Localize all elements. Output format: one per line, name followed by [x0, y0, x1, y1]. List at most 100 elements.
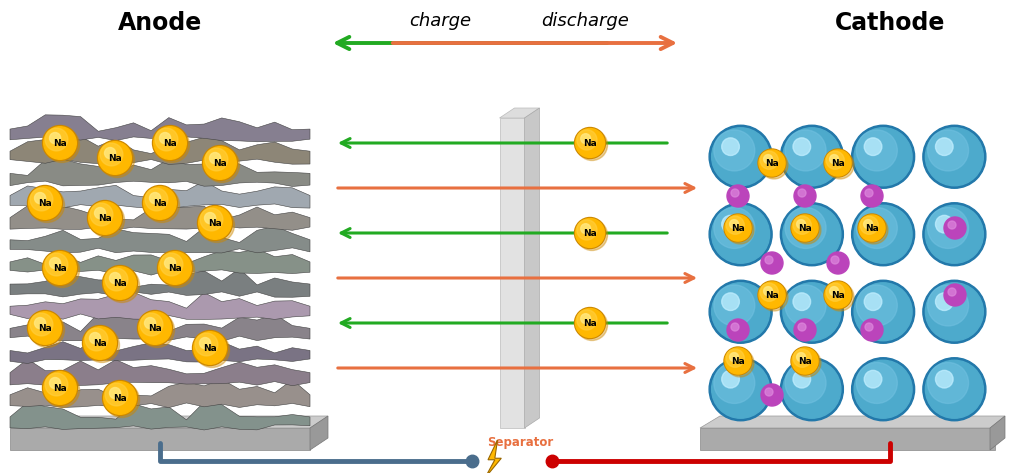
- Circle shape: [49, 377, 60, 389]
- Circle shape: [831, 256, 839, 264]
- Circle shape: [825, 282, 851, 308]
- Circle shape: [761, 384, 783, 406]
- Circle shape: [99, 142, 134, 177]
- Circle shape: [760, 151, 778, 169]
- Circle shape: [45, 128, 68, 151]
- Circle shape: [722, 215, 739, 233]
- Text: Na: Na: [53, 139, 67, 148]
- Circle shape: [577, 130, 607, 160]
- Circle shape: [861, 185, 883, 207]
- Circle shape: [198, 205, 232, 240]
- Polygon shape: [10, 379, 310, 408]
- Circle shape: [43, 370, 78, 405]
- Circle shape: [948, 221, 956, 229]
- Circle shape: [791, 214, 819, 242]
- FancyBboxPatch shape: [700, 428, 995, 450]
- Circle shape: [793, 370, 811, 388]
- Circle shape: [110, 387, 121, 399]
- Text: Na: Na: [731, 224, 744, 233]
- Polygon shape: [990, 416, 1005, 450]
- Circle shape: [574, 128, 605, 158]
- Circle shape: [731, 323, 739, 331]
- Polygon shape: [10, 115, 310, 142]
- Circle shape: [923, 358, 986, 421]
- Circle shape: [155, 128, 189, 163]
- Circle shape: [159, 252, 191, 284]
- Circle shape: [936, 215, 953, 233]
- Circle shape: [829, 155, 839, 164]
- Circle shape: [85, 328, 108, 351]
- Text: Na: Na: [53, 384, 67, 393]
- Circle shape: [153, 125, 187, 160]
- Text: Na: Na: [831, 290, 845, 299]
- Circle shape: [852, 280, 914, 343]
- Circle shape: [785, 130, 826, 171]
- Polygon shape: [10, 226, 310, 253]
- Polygon shape: [10, 206, 310, 230]
- Circle shape: [575, 129, 604, 158]
- Circle shape: [926, 360, 983, 418]
- Circle shape: [826, 151, 854, 179]
- Circle shape: [581, 224, 591, 234]
- Circle shape: [104, 383, 139, 418]
- Circle shape: [710, 280, 772, 343]
- Circle shape: [783, 205, 841, 263]
- Text: Na: Na: [208, 219, 222, 228]
- Circle shape: [764, 287, 772, 296]
- Text: Na: Na: [731, 357, 744, 366]
- Circle shape: [210, 152, 221, 164]
- Circle shape: [923, 125, 986, 188]
- Circle shape: [165, 257, 176, 269]
- Circle shape: [783, 283, 841, 341]
- Circle shape: [854, 205, 912, 263]
- Polygon shape: [10, 136, 310, 165]
- Circle shape: [30, 313, 53, 336]
- Circle shape: [864, 215, 882, 233]
- Circle shape: [44, 372, 76, 404]
- Circle shape: [854, 128, 912, 186]
- Circle shape: [794, 185, 816, 207]
- Circle shape: [923, 280, 986, 343]
- Circle shape: [44, 373, 80, 408]
- Circle shape: [105, 268, 128, 291]
- Circle shape: [827, 252, 849, 274]
- Circle shape: [103, 382, 136, 414]
- Circle shape: [758, 149, 786, 177]
- Circle shape: [577, 310, 597, 330]
- Circle shape: [30, 187, 65, 222]
- Text: Na: Na: [154, 199, 167, 208]
- Circle shape: [794, 349, 811, 368]
- Circle shape: [731, 189, 739, 197]
- Circle shape: [926, 283, 983, 341]
- Circle shape: [100, 143, 123, 166]
- Circle shape: [794, 319, 816, 341]
- Circle shape: [35, 317, 46, 329]
- Circle shape: [724, 214, 752, 242]
- Circle shape: [785, 362, 826, 403]
- Circle shape: [45, 253, 68, 276]
- Text: Na: Na: [38, 199, 52, 208]
- Circle shape: [829, 287, 839, 296]
- Circle shape: [936, 138, 953, 156]
- Circle shape: [923, 203, 986, 266]
- Circle shape: [200, 208, 234, 243]
- Circle shape: [577, 309, 607, 341]
- FancyBboxPatch shape: [10, 428, 310, 450]
- Circle shape: [575, 219, 604, 247]
- Circle shape: [43, 125, 78, 160]
- Circle shape: [574, 218, 605, 248]
- Circle shape: [864, 138, 882, 156]
- Circle shape: [90, 203, 113, 226]
- Circle shape: [724, 347, 752, 375]
- Circle shape: [852, 125, 914, 188]
- Circle shape: [726, 216, 744, 234]
- Circle shape: [89, 333, 100, 344]
- Text: Na: Na: [203, 343, 217, 352]
- Circle shape: [160, 253, 183, 276]
- Circle shape: [936, 370, 953, 388]
- Circle shape: [783, 128, 841, 186]
- Circle shape: [797, 219, 806, 228]
- Text: Na: Na: [798, 224, 812, 233]
- Circle shape: [864, 293, 882, 310]
- Circle shape: [852, 358, 914, 421]
